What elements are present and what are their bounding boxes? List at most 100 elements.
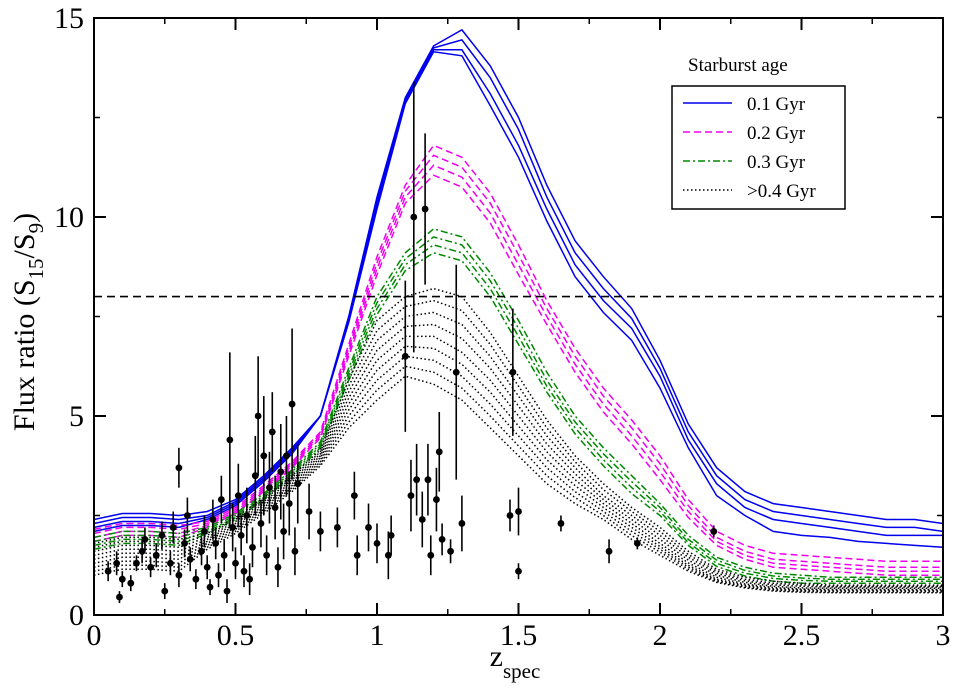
marker <box>246 575 254 583</box>
data-point-5 <box>133 555 140 572</box>
marker <box>384 551 392 559</box>
marker <box>254 412 262 420</box>
data-point-48 <box>277 423 285 520</box>
data-point-33 <box>234 463 242 528</box>
y-axis-title-sub2: 9 <box>24 223 48 234</box>
marker <box>410 213 418 221</box>
data-point-26 <box>215 563 222 588</box>
legend-box <box>671 85 846 210</box>
data-point-50 <box>283 416 290 496</box>
data-point-80 <box>515 487 522 536</box>
legend-title: Starburst age <box>688 55 788 76</box>
marker <box>557 520 565 527</box>
data-point-4 <box>127 575 135 592</box>
marker <box>118 575 126 583</box>
data-point-42 <box>260 396 268 516</box>
data-point-13 <box>169 511 177 544</box>
legend: Starburst age 0.1 Gyr 0.2 Gyr 0.3 Gyr >0.4 … <box>671 55 846 210</box>
data-point-61 <box>373 523 381 564</box>
data-point-71 <box>427 535 435 576</box>
series-line-17 <box>94 345 943 592</box>
marker <box>169 524 177 531</box>
data-point-45 <box>268 392 276 472</box>
data-point-12 <box>167 551 174 576</box>
marker <box>200 528 208 535</box>
data-point-58 <box>350 471 358 520</box>
legend-label: 0.2 Gyr <box>747 123 806 144</box>
marker <box>175 464 183 472</box>
marker <box>232 559 239 567</box>
marker <box>266 484 273 492</box>
data-point-23 <box>206 579 214 596</box>
series-line-6 <box>94 164 943 572</box>
data-point-29 <box>223 579 231 604</box>
data-point-73 <box>435 412 443 492</box>
series-line-8 <box>94 228 943 578</box>
data-point-54 <box>294 443 302 524</box>
data-point-79 <box>509 308 517 436</box>
data-point-20 <box>198 537 205 566</box>
y-axis-title-sub1: 15 <box>24 258 48 279</box>
data-point-43 <box>263 535 271 576</box>
marker <box>427 551 435 559</box>
x-tick-label: 2 <box>653 619 668 652</box>
marker <box>413 476 421 484</box>
marker <box>147 563 155 571</box>
data-point-65 <box>407 459 415 532</box>
series-line-1 <box>94 39 943 533</box>
marker <box>268 428 276 436</box>
series-line-5 <box>94 154 943 568</box>
data-point-59 <box>353 535 361 576</box>
series-line-13 <box>94 299 943 588</box>
data-point-30 <box>226 352 234 528</box>
data-point-47 <box>274 547 282 588</box>
data-point-82 <box>557 515 565 532</box>
marker <box>209 516 217 523</box>
marker <box>175 571 183 579</box>
marker <box>291 547 299 555</box>
marker <box>280 528 288 535</box>
marker <box>283 452 290 460</box>
y-axis: 0 5 10 15 <box>54 2 943 632</box>
marker <box>212 539 220 547</box>
marker <box>113 559 121 567</box>
marker <box>263 551 271 559</box>
data-point-78 <box>506 499 514 532</box>
data-point-85 <box>710 525 718 538</box>
marker <box>186 555 194 563</box>
data-point-74 <box>438 523 446 556</box>
x-axis-title: zspec <box>490 640 541 683</box>
series-line-14 <box>94 311 943 588</box>
data-point-0 <box>104 561 112 582</box>
data-point-68 <box>418 491 426 548</box>
marker <box>515 567 522 575</box>
marker <box>181 539 188 547</box>
marker <box>353 551 361 559</box>
marker <box>192 575 200 583</box>
marker <box>277 468 285 476</box>
data-point-55 <box>305 483 313 540</box>
series-line-12 <box>94 287 943 586</box>
data-point-21 <box>200 515 208 548</box>
marker <box>509 368 517 376</box>
data-point-34 <box>237 515 245 556</box>
marker <box>198 547 205 555</box>
marker <box>257 520 265 527</box>
marker <box>418 516 426 523</box>
x-tick-label: 0 <box>87 619 102 652</box>
marker <box>234 492 242 499</box>
data-point-84 <box>633 537 641 550</box>
data-point-67 <box>413 443 421 516</box>
marker <box>350 492 358 499</box>
marker <box>260 452 268 460</box>
y-tick-label: 10 <box>54 201 84 234</box>
data-point-60 <box>365 503 372 552</box>
series-line-18 <box>94 355 943 592</box>
data-point-40 <box>254 356 262 476</box>
marker <box>133 559 140 567</box>
x-tick-label: 2.5 <box>783 619 821 652</box>
data-point-44 <box>266 451 273 524</box>
marker <box>305 508 313 515</box>
marker <box>116 593 123 601</box>
marker <box>183 512 191 519</box>
